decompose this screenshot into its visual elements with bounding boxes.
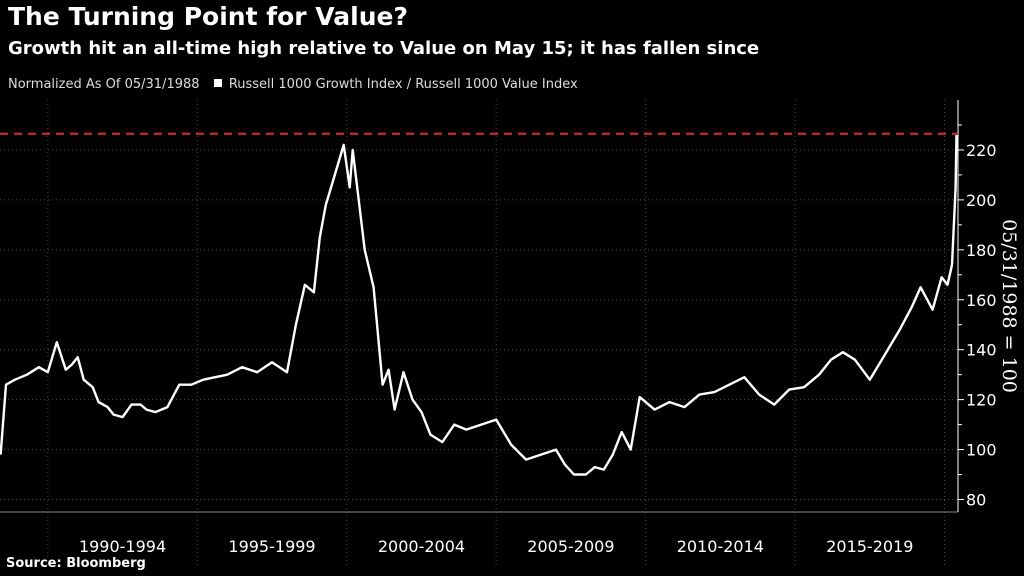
legend-series-label: Russell 1000 Growth Index / Russell 1000… (228, 77, 578, 92)
normalization-note: Normalized As Of 05/31/1988 (8, 77, 200, 92)
legend: Normalized As Of 05/31/1988 Russell 1000… (8, 77, 578, 92)
grid (0, 100, 958, 565)
y-axis: 80 100 120 140 160 180 200 220 (957, 100, 997, 512)
x-tick-label-2: 2000-2004 (378, 537, 465, 556)
chart-subtitle: Growth hit an all-time high relative to … (8, 38, 760, 59)
x-axis-labels: 1990-1994 1995-1999 2000-2004 2005-2009 2010… (79, 537, 913, 556)
source-note: Source: Bloomberg (6, 556, 146, 571)
x-tick-label-0: 1990-1994 (79, 537, 166, 556)
y-tick-label-3: 140 (966, 341, 997, 360)
x-tick-label-3: 2005-2009 (527, 537, 614, 556)
y-tick-label-2: 120 (966, 391, 997, 410)
y-axis-title: 05/31/1988 = 100 (998, 219, 1020, 393)
series-line-growth-value-ratio (0, 134, 958, 476)
legend-swatch (213, 79, 222, 87)
y-tick-label-0: 80 (966, 491, 986, 510)
x-tick-label-4: 2010-2014 (677, 537, 764, 556)
y-tick-label-5: 180 (966, 241, 997, 260)
y-tick-label-6: 200 (966, 191, 997, 210)
y-tick-label-1: 100 (966, 441, 997, 460)
y-tick-label-4: 160 (966, 291, 997, 310)
x-tick-label-5: 2015-2019 (826, 537, 913, 556)
chart-title: The Turning Point for Value? (8, 2, 408, 31)
y-tick-label-7: 220 (966, 141, 997, 160)
x-tick-label-1: 1995-1999 (228, 537, 315, 556)
